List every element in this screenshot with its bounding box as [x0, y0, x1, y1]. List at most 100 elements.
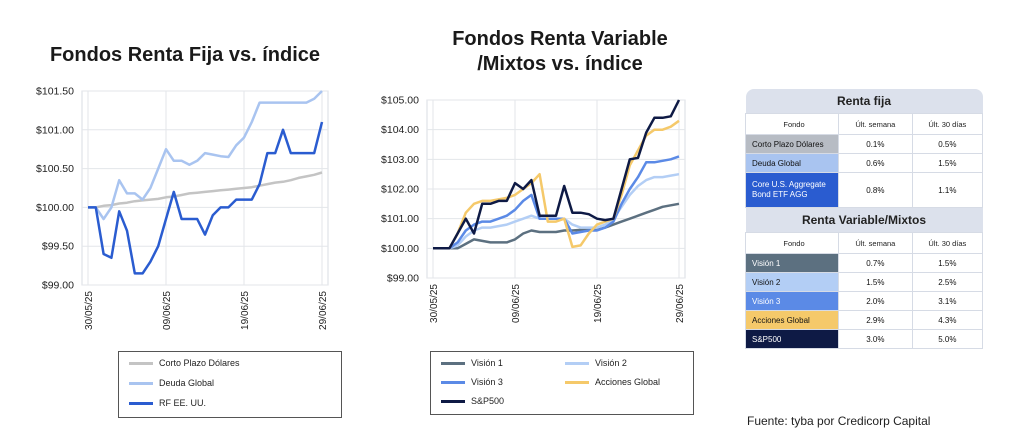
rv-ytick-label: $104.00 — [381, 124, 419, 136]
legend-swatch — [129, 361, 153, 365]
rv-ytick-label: $99.00 — [387, 273, 419, 285]
renta-variable-legend: Visión 1 Visión 2 Visión 3 Acciones Glob… — [430, 351, 694, 415]
week-cell: 0.7% — [838, 253, 913, 273]
col-fondo: Fondo — [745, 232, 839, 254]
legend-swatch — [565, 380, 589, 384]
legend-item-vision-3: Visión 3 — [441, 377, 503, 387]
month-cell: 3.1% — [911, 291, 984, 311]
week-cell: 2.0% — [838, 291, 913, 311]
col-ult-30-dias: Últ. 30 días — [911, 232, 984, 254]
legend-item-acciones-global: Acciones Global — [565, 377, 660, 387]
table-row: Visión 2 1.5% 2.5% — [745, 272, 984, 292]
table-row: Core U.S. Aggregate Bond ETF AGG 0.8% 1.… — [745, 172, 984, 208]
rf-ytick-label: $100.00 — [36, 202, 74, 214]
table-row: Visión 3 2.0% 3.1% — [745, 291, 984, 311]
renta-variable-header: Renta Variable/Mixtos — [745, 207, 983, 233]
month-cell: 2.5% — [911, 272, 984, 292]
rv-ytick-label: $102.00 — [381, 184, 419, 196]
rf-ytick-label: $101.00 — [36, 124, 74, 136]
renta-fija-header: Renta fija — [745, 89, 983, 114]
month-cell: 0.5% — [911, 134, 984, 154]
fund-cell: Acciones Global — [745, 310, 839, 330]
month-cell: 1.5% — [911, 153, 984, 173]
col-fondo: Fondo — [745, 113, 839, 135]
rv-ytick-label: $100.00 — [381, 243, 419, 255]
table-row: Deuda Global 0.6% 1.5% — [745, 153, 984, 173]
legend-label: Corto Plazo Dólares — [159, 358, 240, 368]
table-row: Corto Plazo Dólares 0.1% 0.5% — [745, 134, 984, 154]
fund-cell: Visión 1 — [745, 253, 839, 273]
rf-ytick-label: $99.50 — [42, 241, 74, 253]
month-cell: 1.5% — [911, 253, 984, 273]
rf-ytick-label: $101.50 — [36, 86, 74, 98]
legend-label: RF EE. UU. — [159, 398, 207, 408]
rv-xtick-label: 30/05/25 — [429, 284, 440, 323]
rf-xtick-label: 19/06/25 — [240, 291, 251, 330]
legend-label: Visión 1 — [471, 358, 503, 368]
fund-cell: Core U.S. Aggregate Bond ETF AGG — [745, 172, 839, 208]
rf-series-line-1 — [88, 90, 323, 221]
rv-series-line-4 — [433, 99, 681, 250]
rv-ytick-label: $103.00 — [381, 154, 419, 166]
fund-cell: Corto Plazo Dólares — [745, 134, 839, 154]
month-cell: 1.1% — [911, 172, 984, 208]
legend-item-corto-plazo: Corto Plazo Dólares — [129, 358, 240, 368]
legend-item-sp500: S&P500 — [441, 396, 504, 406]
rv-xtick-label: 19/06/25 — [593, 284, 604, 323]
chart2-title-line2: /Mixtos vs. índice — [477, 53, 643, 75]
legend-label: Visión 3 — [471, 377, 503, 387]
legend-swatch — [441, 380, 465, 384]
renta-fija-legend: Corto Plazo Dólares Deuda Global RF EE. … — [118, 351, 342, 418]
legend-label: Deuda Global — [159, 378, 215, 388]
fund-cell: Deuda Global — [745, 153, 839, 173]
rf-series-line-2 — [88, 121, 324, 275]
col-ult-semana: Últ. semana — [838, 113, 913, 135]
table-row: S&P500 3.0% 5.0% — [745, 329, 984, 349]
chart1-title: Fondos Renta Fija vs. índice — [49, 44, 321, 66]
legend-swatch — [441, 361, 465, 365]
legend-swatch — [441, 399, 465, 403]
rf-xtick-label: 09/06/25 — [162, 291, 173, 330]
legend-swatch — [129, 401, 153, 405]
week-cell: 0.1% — [838, 134, 913, 154]
rv-xtick-label: 29/06/25 — [675, 284, 686, 323]
col-ult-semana: Últ. semana — [838, 232, 913, 254]
rv-ytick-label: $101.00 — [381, 213, 419, 225]
rf-xtick-label: 30/05/25 — [84, 291, 95, 330]
table-row: Acciones Global 2.9% 4.3% — [745, 310, 984, 330]
week-cell: 1.5% — [838, 272, 913, 292]
col-ult-30-dias: Últ. 30 días — [911, 113, 984, 135]
month-cell: 4.3% — [911, 310, 984, 330]
rf-xtick-label: 29/06/25 — [318, 291, 329, 330]
legend-label: S&P500 — [471, 396, 505, 406]
rv-series-line-3 — [433, 119, 680, 250]
table-row: Visión 1 0.7% 1.5% — [745, 253, 984, 273]
rf-plot-frame — [81, 90, 329, 286]
week-cell: 0.6% — [838, 153, 913, 173]
rv-series-line-0 — [433, 202, 680, 250]
returns-table: Renta fija Fondo Últ. semana Últ. 30 día… — [745, 89, 984, 349]
week-cell: 2.9% — [838, 310, 913, 330]
legend-swatch — [129, 381, 153, 385]
fund-cell: Visión 3 — [745, 291, 839, 311]
legend-item-deuda-global: Deuda Global — [129, 378, 214, 388]
month-cell: 5.0% — [911, 329, 984, 349]
legend-label: Acciones Global — [595, 377, 661, 387]
rv-xtick-label: 09/06/25 — [511, 284, 522, 323]
fund-cell: Visión 2 — [745, 272, 839, 292]
legend-swatch — [565, 361, 589, 365]
legend-item-rf-eeuu: RF EE. UU. — [129, 398, 206, 408]
rf-series-line-0 — [88, 171, 323, 209]
rf-ytick-label: $99.00 — [42, 280, 74, 292]
fund-cell: S&P500 — [745, 329, 839, 349]
chart2-title: Fondos Renta Variable /Mixtos vs. índice — [395, 27, 725, 77]
source-note: Fuente: tyba por Credicorp Capital — [747, 414, 931, 428]
rv-series-line-2 — [433, 155, 680, 250]
legend-item-vision-2: Visión 2 — [565, 358, 627, 368]
week-cell: 3.0% — [838, 329, 913, 349]
chart2-title-line1: Fondos Renta Variable — [452, 28, 668, 50]
week-cell: 0.8% — [838, 172, 913, 208]
legend-item-vision-1: Visión 1 — [441, 358, 503, 368]
legend-label: Visión 2 — [595, 358, 627, 368]
